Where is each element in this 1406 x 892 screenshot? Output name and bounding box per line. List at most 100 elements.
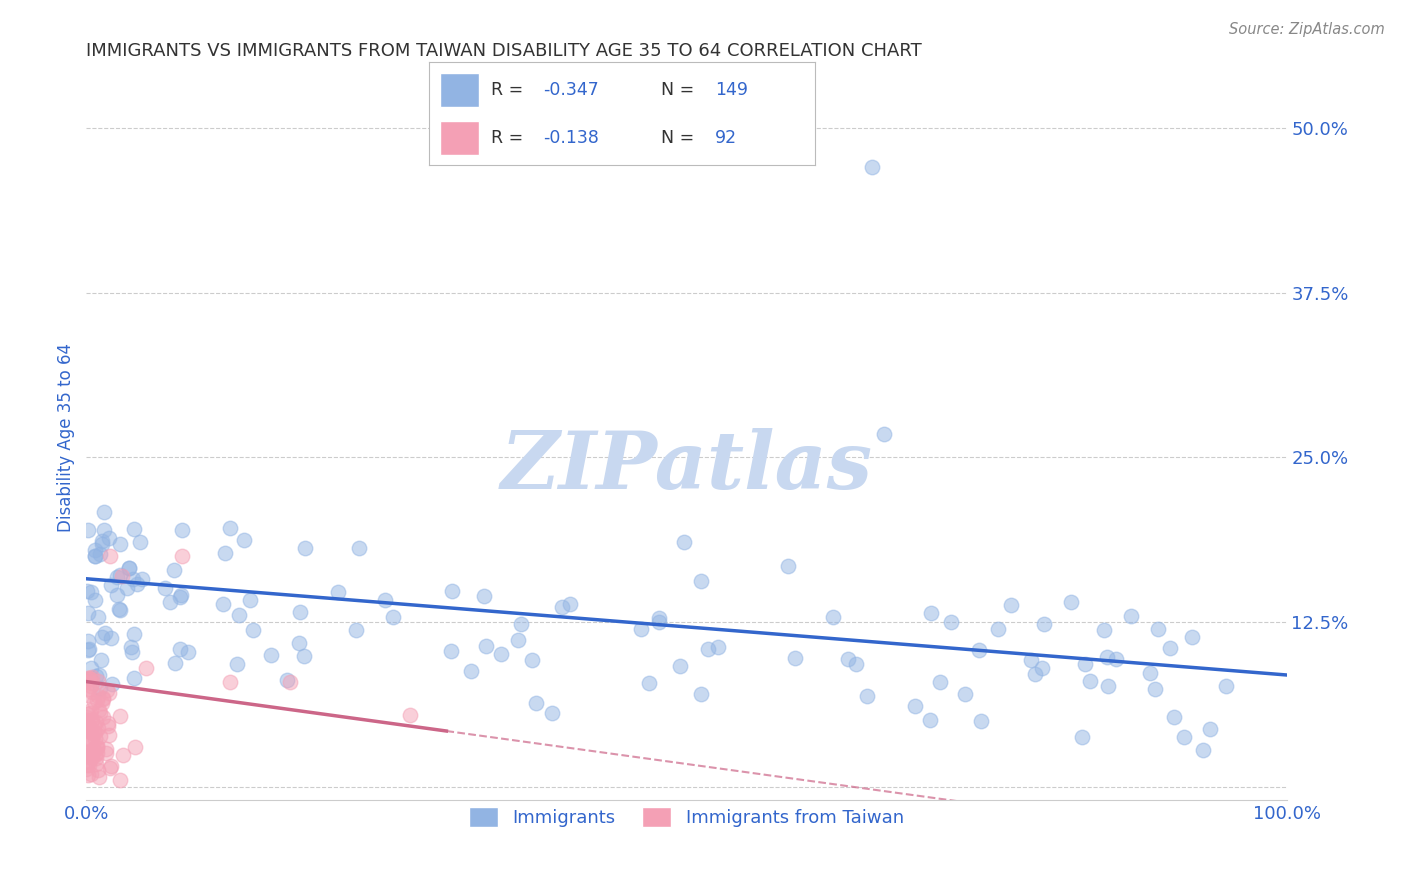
Point bbox=[97, 716, 120, 731]
Point bbox=[83, 732, 105, 747]
Point bbox=[124, 740, 146, 755]
Point bbox=[918, 713, 941, 727]
Point bbox=[706, 640, 728, 654]
Text: N =: N = bbox=[661, 80, 700, 99]
Text: -0.347: -0.347 bbox=[543, 80, 599, 99]
Point bbox=[86, 763, 108, 777]
Point bbox=[107, 602, 129, 616]
Bar bbox=[440, 73, 479, 106]
Point bbox=[105, 570, 128, 584]
Point bbox=[96, 742, 118, 756]
Point bbox=[276, 673, 298, 687]
Point bbox=[79, 723, 101, 737]
Point bbox=[845, 657, 868, 672]
Point bbox=[128, 535, 150, 549]
Point bbox=[76, 643, 98, 657]
Point bbox=[1019, 653, 1042, 667]
Point bbox=[84, 542, 107, 557]
Point bbox=[110, 568, 132, 582]
Point bbox=[80, 731, 103, 746]
Point bbox=[510, 617, 533, 632]
Point bbox=[82, 746, 104, 760]
Point bbox=[1105, 651, 1128, 665]
Point bbox=[212, 597, 235, 611]
Point bbox=[76, 673, 98, 687]
Point bbox=[83, 724, 105, 739]
Point bbox=[689, 574, 711, 589]
Point bbox=[294, 541, 316, 555]
Point bbox=[80, 679, 103, 693]
Point bbox=[98, 549, 121, 564]
Point bbox=[89, 706, 111, 720]
Point bbox=[77, 723, 100, 737]
Point bbox=[280, 674, 302, 689]
Point bbox=[87, 668, 110, 682]
Point bbox=[1059, 595, 1081, 609]
Point bbox=[100, 631, 122, 645]
Point bbox=[76, 714, 98, 728]
Point bbox=[225, 657, 247, 672]
Point bbox=[89, 547, 111, 561]
Point bbox=[122, 627, 145, 641]
Point bbox=[232, 533, 254, 548]
Text: R =: R = bbox=[491, 80, 529, 99]
Point bbox=[1095, 650, 1118, 665]
Point bbox=[524, 696, 547, 710]
Point bbox=[76, 719, 98, 733]
Point bbox=[920, 606, 942, 620]
Point bbox=[77, 731, 100, 746]
Point bbox=[239, 593, 262, 607]
Point bbox=[155, 581, 177, 595]
Point bbox=[131, 572, 153, 586]
Point bbox=[1032, 617, 1054, 632]
Text: 149: 149 bbox=[716, 80, 748, 99]
Point bbox=[86, 693, 108, 707]
Point bbox=[108, 537, 131, 551]
Point bbox=[122, 523, 145, 537]
Point bbox=[1181, 630, 1204, 644]
Point bbox=[79, 725, 101, 739]
Point bbox=[541, 706, 564, 720]
Point bbox=[91, 691, 114, 706]
Point bbox=[967, 643, 990, 657]
Point bbox=[472, 589, 495, 603]
Point bbox=[76, 749, 98, 764]
Point bbox=[86, 674, 108, 689]
Point bbox=[122, 572, 145, 586]
Point bbox=[77, 523, 100, 537]
Point bbox=[648, 611, 671, 625]
Point bbox=[111, 569, 134, 583]
Point bbox=[82, 685, 104, 699]
Text: N =: N = bbox=[661, 128, 704, 147]
Point bbox=[169, 642, 191, 657]
Point bbox=[100, 578, 122, 592]
Point bbox=[288, 636, 311, 650]
Point bbox=[637, 676, 659, 690]
Point bbox=[1147, 622, 1170, 636]
Point bbox=[76, 606, 98, 620]
Point bbox=[80, 672, 103, 686]
Point bbox=[489, 647, 512, 661]
Point bbox=[349, 541, 371, 555]
Point bbox=[79, 671, 101, 685]
Point bbox=[1078, 674, 1101, 689]
Point bbox=[121, 645, 143, 659]
Point bbox=[170, 523, 193, 537]
Point bbox=[1024, 667, 1046, 681]
Point bbox=[115, 581, 138, 595]
Point bbox=[117, 561, 139, 575]
Point bbox=[87, 702, 110, 716]
Point bbox=[987, 622, 1010, 636]
Point bbox=[381, 609, 404, 624]
Point bbox=[77, 758, 100, 772]
Point bbox=[1173, 730, 1195, 744]
Point bbox=[93, 505, 115, 519]
Point bbox=[86, 746, 108, 760]
Point bbox=[551, 600, 574, 615]
Point bbox=[80, 713, 103, 727]
Point bbox=[75, 710, 97, 724]
Point bbox=[242, 624, 264, 638]
Point bbox=[108, 603, 131, 617]
Point bbox=[837, 652, 859, 666]
Point bbox=[77, 768, 100, 782]
